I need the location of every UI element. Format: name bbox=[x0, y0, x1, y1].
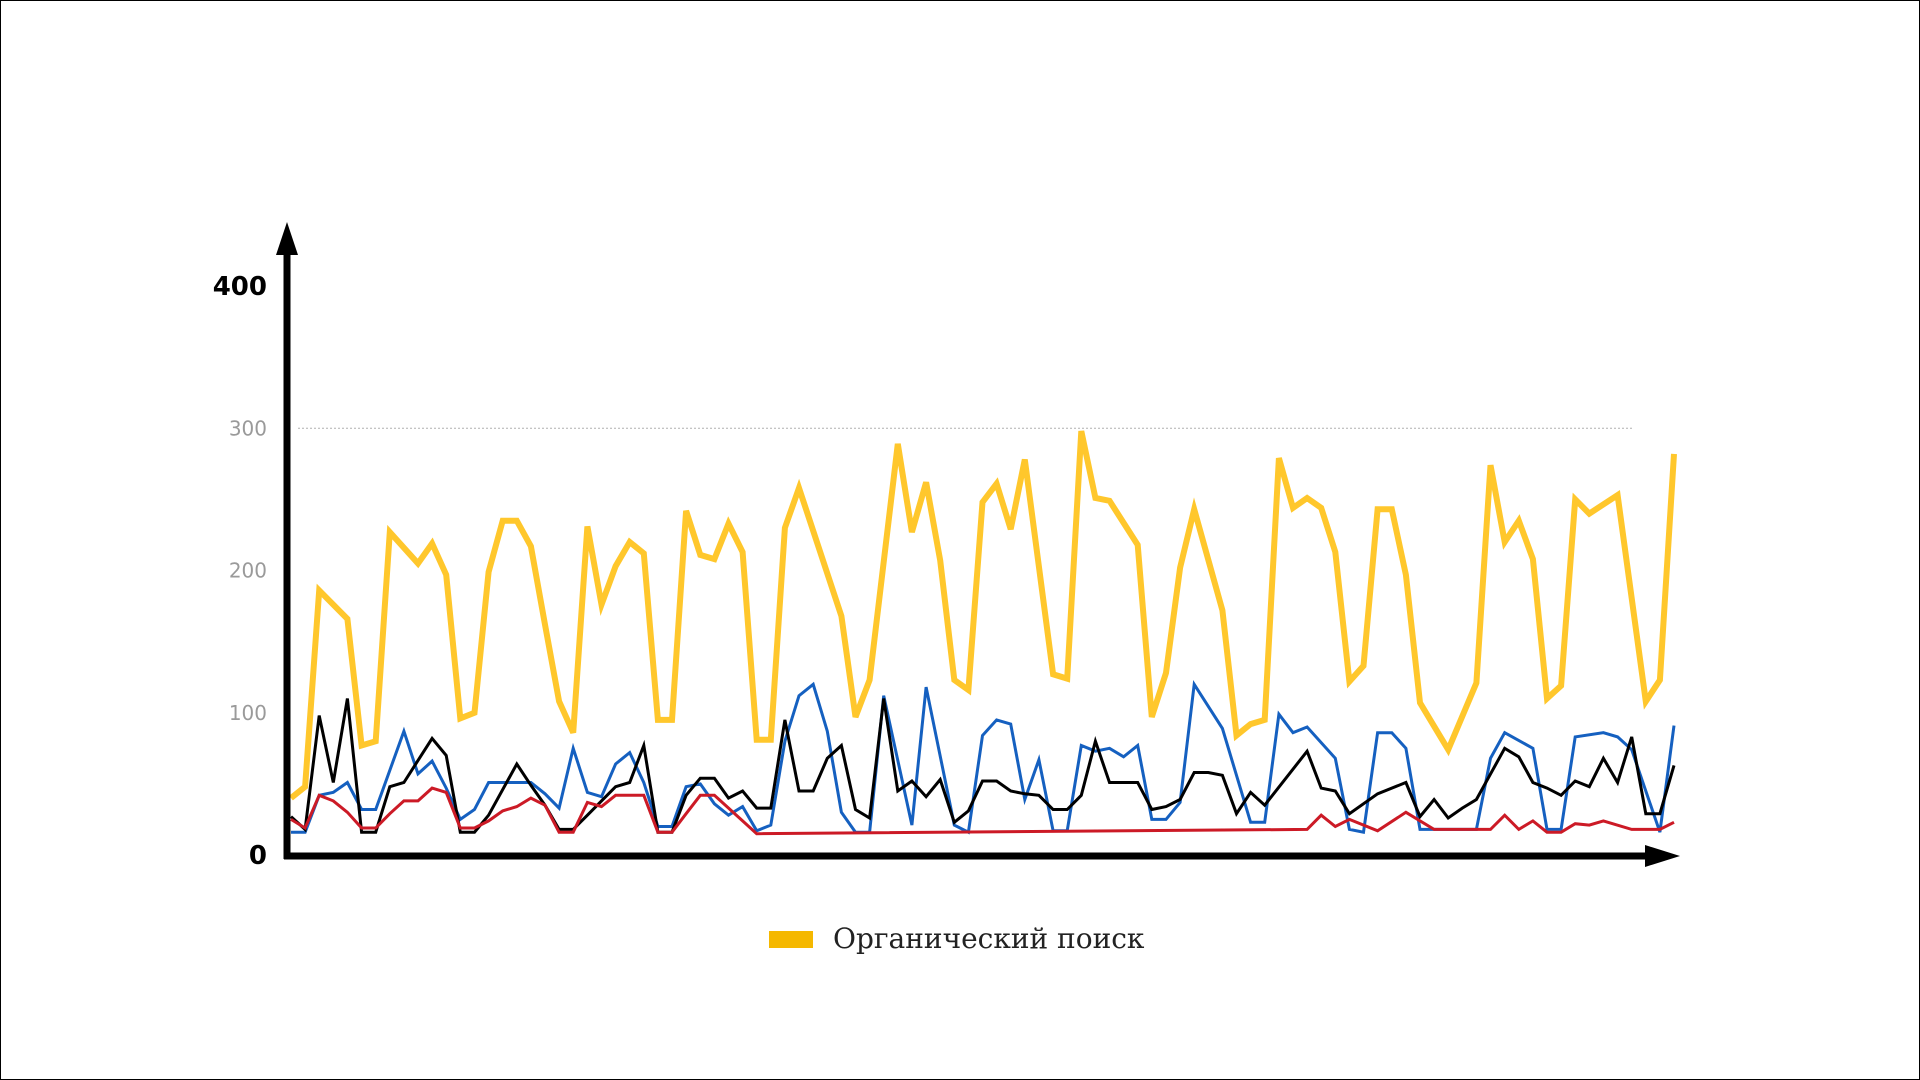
legend-label: Органический поиск bbox=[833, 922, 1145, 955]
y-tick-label-300: 300 bbox=[229, 416, 267, 440]
y-axis-arrow bbox=[276, 222, 298, 255]
series-line-3 bbox=[289, 698, 1676, 834]
legend-swatch bbox=[769, 931, 813, 948]
y-tick-label-0: 0 bbox=[249, 841, 267, 871]
y-tick-label-400: 400 bbox=[213, 272, 267, 302]
series-line-1 bbox=[289, 430, 1677, 801]
y-tick-label-100: 100 bbox=[229, 701, 267, 725]
series-line-4 bbox=[290, 786, 1675, 836]
x-axis-arrow bbox=[1645, 845, 1680, 867]
y-tick-label-200: 200 bbox=[229, 559, 267, 583]
